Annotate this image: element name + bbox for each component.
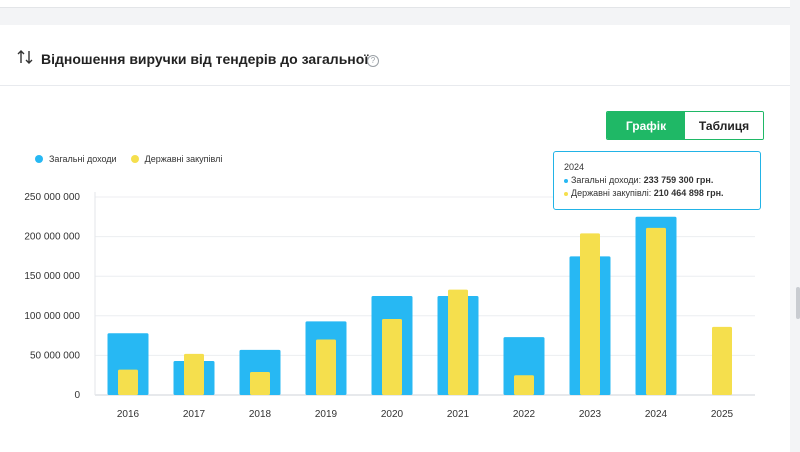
scrollbar-handle[interactable] (796, 287, 800, 319)
bar-procurement (382, 318, 402, 395)
bar-procurement (184, 353, 204, 395)
card-header: Відношення виручки від тендерів до загал… (0, 25, 790, 86)
tooltip-total-value: 233 759 300 грн. (643, 175, 714, 185)
page-title: Відношення виручки від тендерів до загал… (41, 51, 369, 67)
x-tick-label: 2020 (381, 409, 404, 420)
tooltip-year: 2024 (564, 162, 585, 172)
legend-dot-procurement (130, 155, 139, 163)
top-strip (0, 0, 790, 8)
view-toggle: Графік Таблиця (606, 111, 764, 140)
y-tick-label: 150 000 000 (24, 271, 80, 282)
x-tick-label: 2018 (249, 409, 272, 420)
bar-total (503, 337, 545, 395)
sort-icon[interactable] (17, 49, 35, 65)
tooltip-row-procurement: Державні закупівлі: 210 464 898 грн. (564, 187, 760, 200)
y-tick-label: 100 000 000 (24, 311, 80, 322)
x-tick-label: 2016 (117, 409, 140, 420)
y-tick-label: 200 000 000 (24, 232, 80, 243)
y-tick-label: 0 (74, 390, 80, 401)
bar-procurement (646, 227, 666, 395)
tooltip-row-total: Загальні доходи: 233 759 300 грн. (564, 174, 760, 187)
bar-procurement (250, 372, 270, 395)
help-icon[interactable]: ? (367, 55, 379, 67)
revenue-ratio-card: Відношення виручки від тендерів до загал… (0, 25, 790, 452)
x-tick-label: 2019 (315, 409, 338, 420)
legend-item-total[interactable]: Загальні доходи (35, 154, 117, 164)
bar-total (107, 333, 149, 395)
tooltip-dot-procurement (564, 191, 568, 196)
x-tick-label: 2025 (711, 409, 734, 420)
x-tick-label: 2024 (645, 409, 668, 420)
legend-item-procurement[interactable]: Державні закупівлі (130, 154, 223, 164)
legend-dot-total (35, 155, 43, 163)
bar-procurement (118, 369, 138, 395)
bar-procurement (580, 233, 600, 395)
table-view-button[interactable]: Таблиця (685, 112, 763, 139)
chart-legend: Загальні доходи Державні закупівлі (35, 154, 222, 164)
x-tick-label: 2023 (579, 409, 602, 420)
tooltip-total-label: Загальні доходи: (571, 175, 642, 185)
bar-procurement (316, 339, 336, 395)
bar-procurement (448, 289, 468, 395)
tooltip-dot-total (564, 178, 568, 183)
x-tick-label: 2017 (183, 409, 206, 420)
legend-label-total: Загальні доходи (49, 154, 117, 164)
chart-tooltip: 2024 Загальні доходи: 233 759 300 грн. Д… (553, 151, 761, 210)
bar-procurement (712, 326, 732, 395)
y-tick-label: 50 000 000 (30, 350, 80, 361)
bar-procurement (514, 375, 534, 395)
bar-chart: 0 50 000 000 100 000 000 150 000 000 200 000… (24, 192, 755, 420)
x-tick-label: 2022 (513, 409, 536, 420)
y-tick-label: 250 000 000 (24, 192, 80, 203)
x-tick-label: 2021 (447, 409, 470, 420)
legend-label-procurement: Державні закупівлі (144, 154, 223, 164)
tooltip-procurement-label: Державні закупівлі: (571, 188, 652, 198)
chart-view-button[interactable]: Графік (607, 112, 685, 139)
tooltip-procurement-value: 210 464 898 грн. (653, 188, 724, 198)
